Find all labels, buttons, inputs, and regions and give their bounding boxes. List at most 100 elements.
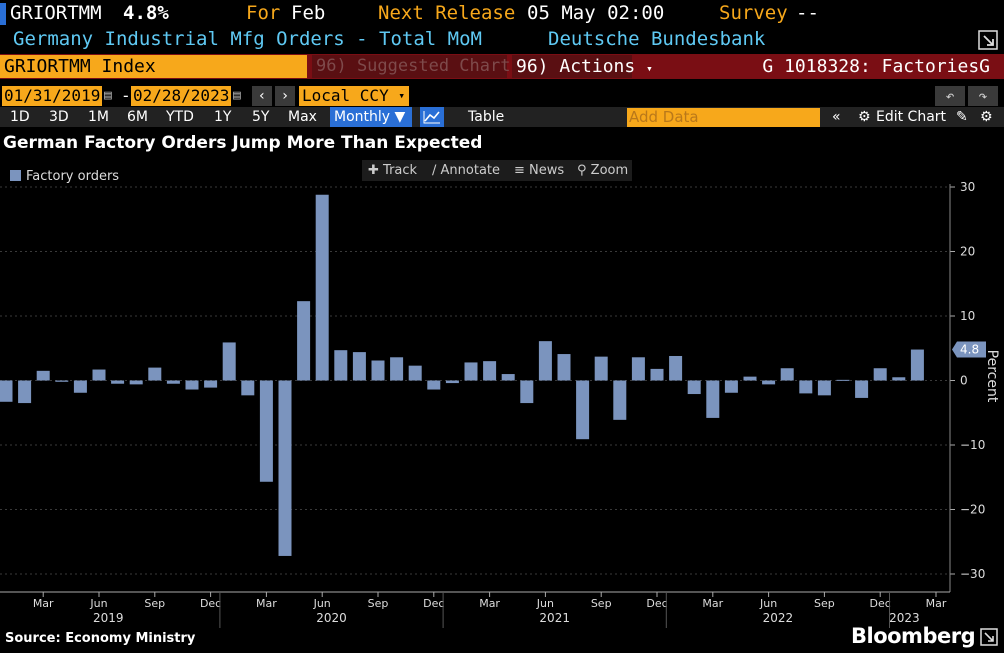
- bar[interactable]: [817, 380, 831, 396]
- bar[interactable]: [185, 380, 199, 390]
- x-year-label: 2019: [93, 611, 124, 625]
- bar[interactable]: [18, 380, 32, 404]
- bar[interactable]: [408, 365, 422, 381]
- bar[interactable]: [259, 380, 273, 482]
- ticker[interactable]: GRIORTMM: [10, 2, 102, 24]
- suggested-charts-button[interactable]: 96) Suggested Charts: [312, 55, 521, 78]
- bar[interactable]: [650, 368, 664, 381]
- bar[interactable]: [594, 356, 608, 381]
- bar[interactable]: [576, 380, 590, 440]
- bar[interactable]: [464, 362, 478, 381]
- bar[interactable]: [743, 376, 757, 381]
- currency-select[interactable]: Local CCY ▾: [299, 86, 409, 106]
- legend-label[interactable]: Factory orders: [26, 169, 120, 184]
- track-button[interactable]: ✚ Track: [368, 163, 417, 178]
- previous-period-button[interactable]: ‹: [252, 86, 272, 106]
- bar[interactable]: [0, 380, 13, 402]
- zoom-button[interactable]: ⚲ Zoom: [577, 163, 628, 178]
- bar[interactable]: [762, 380, 776, 385]
- expand-icon[interactable]: [978, 30, 998, 50]
- news-label: News: [529, 163, 565, 178]
- next-release-label: Next Release: [378, 2, 516, 24]
- bar[interactable]: [910, 349, 924, 381]
- next-period-button[interactable]: ›: [275, 86, 295, 106]
- bar[interactable]: [390, 357, 404, 381]
- bar[interactable]: [166, 380, 180, 384]
- bar[interactable]: [631, 357, 645, 381]
- bar[interactable]: [371, 360, 385, 381]
- timeframe-1m[interactable]: 1M: [88, 109, 109, 125]
- timeframe-ytd[interactable]: YTD: [166, 109, 194, 125]
- bar[interactable]: [706, 380, 720, 418]
- bar[interactable]: [334, 350, 348, 381]
- bar[interactable]: [445, 380, 459, 384]
- bar[interactable]: [483, 361, 497, 381]
- graph-title: G 1018328: FactoriesG: [762, 56, 990, 77]
- bar[interactable]: [148, 367, 162, 381]
- period-select[interactable]: Monthly ▼: [330, 107, 412, 127]
- timeframe-max[interactable]: Max: [288, 109, 317, 125]
- gear-icon[interactable]: ⚙: [858, 109, 871, 125]
- bar[interactable]: [92, 369, 106, 381]
- timeframe-1d[interactable]: 1D: [10, 109, 30, 125]
- bar[interactable]: [427, 380, 441, 390]
- expand-corner-icon[interactable]: [980, 628, 998, 646]
- annotate-button[interactable]: ∕ Annotate: [432, 163, 500, 178]
- bloomberg-logo: Bloomberg: [851, 624, 976, 648]
- source-note: Source: Economy Ministry: [5, 631, 196, 646]
- end-date-input[interactable]: 02/28/2023: [131, 86, 231, 106]
- bar[interactable]: [111, 380, 125, 384]
- timeframe-3d[interactable]: 3D: [49, 109, 69, 125]
- security-description: Germany Industrial Mfg Orders - Total Mo…: [13, 28, 482, 50]
- table-button[interactable]: Table: [468, 109, 505, 125]
- edit-chart-button[interactable]: Edit Chart: [876, 109, 947, 125]
- bar[interactable]: [352, 352, 366, 381]
- news-button[interactable]: ≡ News: [514, 163, 564, 178]
- timeframe-5y[interactable]: 5Y: [252, 109, 270, 125]
- actions-button[interactable]: 96) Actions ▾: [512, 55, 653, 78]
- bar[interactable]: [669, 355, 683, 381]
- add-data-input[interactable]: Add Data: [627, 108, 820, 127]
- bar[interactable]: [557, 354, 571, 381]
- bar[interactable]: [55, 380, 69, 382]
- timeframe-6m[interactable]: 6M: [127, 109, 148, 125]
- bar[interactable]: [241, 380, 255, 396]
- security-field[interactable]: GRIORTMM Index: [0, 55, 307, 78]
- zoom-label: Zoom: [590, 163, 629, 178]
- timeframe-1y[interactable]: 1Y: [214, 109, 232, 125]
- calendar-icon[interactable]: ▤: [233, 88, 241, 103]
- bar[interactable]: [222, 342, 236, 381]
- bar[interactable]: [538, 341, 552, 381]
- bar[interactable]: [297, 301, 311, 381]
- bar[interactable]: [855, 380, 869, 398]
- bar[interactable]: [73, 380, 87, 393]
- bar[interactable]: [724, 380, 738, 393]
- settings-icon[interactable]: ⚙: [980, 109, 993, 125]
- bar[interactable]: [836, 379, 850, 381]
- bar[interactable]: [687, 380, 701, 395]
- calendar-icon[interactable]: ▤: [104, 88, 112, 103]
- y-axis: −30 −20 −10 0 10 20 30 4.8: [949, 180, 986, 592]
- bar[interactable]: [501, 374, 515, 381]
- x-tick-label: Dec: [200, 597, 221, 610]
- bar[interactable]: [278, 380, 292, 556]
- bar[interactable]: [129, 380, 143, 385]
- redo-button[interactable]: ↷: [968, 86, 998, 106]
- bar[interactable]: [204, 380, 218, 388]
- period-value: Monthly: [334, 109, 391, 125]
- dropdown-arrow-icon: ▾: [398, 89, 405, 102]
- bar[interactable]: [799, 380, 813, 394]
- line-chart-icon[interactable]: [420, 107, 444, 127]
- bar[interactable]: [315, 194, 329, 381]
- bar[interactable]: [873, 368, 887, 381]
- bar[interactable]: [36, 370, 50, 381]
- collapse-icon[interactable]: «: [832, 109, 841, 125]
- pencil-icon[interactable]: ✎: [956, 109, 968, 125]
- bar[interactable]: [892, 377, 906, 381]
- bar[interactable]: [520, 380, 534, 404]
- undo-button[interactable]: ↶: [935, 86, 965, 106]
- bar[interactable]: [780, 368, 794, 381]
- start-date-input[interactable]: 01/31/2019: [2, 86, 102, 106]
- bar[interactable]: [613, 380, 627, 420]
